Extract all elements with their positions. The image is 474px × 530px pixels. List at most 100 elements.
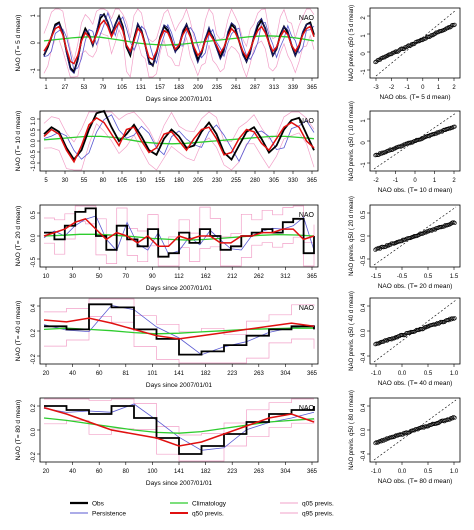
- y-tick-label: 0.0: [361, 233, 367, 242]
- x-tick-label: 141: [174, 469, 185, 475]
- one-to-one-line: [373, 299, 457, 363]
- qq-point: [434, 321, 439, 326]
- y-axis-title: NAO (T= 10 d mean): [15, 111, 22, 172]
- qq-point: [434, 131, 439, 136]
- x-axis-title: NAO obs. (T= 40 d mean): [378, 380, 453, 387]
- qq-point: [416, 232, 421, 237]
- climatology-line: [43, 135, 315, 145]
- x-tick-label: 365: [307, 371, 318, 377]
- qq-point: [380, 55, 385, 60]
- q50-line: [43, 317, 315, 340]
- qq-point: [400, 143, 405, 148]
- x-tick-label: 50: [96, 274, 103, 280]
- x-axis-title: NAO obs. (T= 80 d mean): [378, 478, 453, 485]
- qq-point: [442, 224, 447, 229]
- y-tick-label: -0.4: [361, 352, 367, 363]
- x-tick-label: 305: [269, 178, 280, 184]
- x-tick-label: 180: [174, 178, 185, 184]
- x-tick-label: 365: [307, 178, 318, 184]
- y-tick-label: 2: [361, 16, 367, 20]
- one-to-one-line: [375, 9, 457, 77]
- qq-point: [447, 25, 452, 30]
- qq-point: [452, 415, 457, 420]
- x-tick-label: 40: [69, 469, 76, 475]
- x-tick-label: 1.0: [450, 371, 459, 377]
- x-tick-label: -1: [405, 85, 411, 91]
- x-tick-label: 1.0: [450, 469, 459, 475]
- qq-point: [400, 237, 405, 242]
- x-tick-label: 230: [212, 178, 223, 184]
- y-tick-label: 0: [31, 40, 37, 44]
- x-tick-label: 70: [122, 274, 129, 280]
- x-tick-label: 304: [280, 371, 291, 377]
- x-tick-label: 313: [269, 85, 280, 91]
- x-tick-label: 1: [433, 178, 437, 184]
- x-tick-label: 339: [288, 85, 299, 91]
- q50-line: [43, 116, 315, 164]
- y-tick-label: 0.4: [361, 303, 367, 312]
- qq-point: [443, 128, 448, 133]
- y-axis-title: NAO previs. q50 ( 10 d mean): [349, 101, 355, 181]
- y-tick-label: -1.0: [31, 160, 37, 171]
- x-tick-label: 212: [227, 274, 238, 280]
- qq-frame: [369, 7, 461, 79]
- qq-point: [412, 428, 417, 433]
- x-tick-label: 20: [43, 469, 50, 475]
- x-tick-label: 60: [96, 371, 103, 377]
- qq-point: [407, 330, 412, 335]
- x-tick-label: 263: [254, 469, 265, 475]
- x-tick-label: 262: [254, 274, 265, 280]
- x-tick-label: 90: [149, 274, 156, 280]
- qq-point: [452, 22, 457, 27]
- qq-point: [395, 335, 400, 340]
- x-tick-label: 0.0: [398, 371, 407, 377]
- panel-label: NAO: [299, 212, 315, 219]
- x-tick-label: 112: [174, 274, 184, 280]
- y-tick-label: 0.4: [31, 303, 37, 312]
- y-axis-title: NAO (T= 80 d mean): [15, 400, 22, 461]
- persistence-line: [43, 11, 315, 71]
- y-axis-title: NAO (T= 20 d mean): [15, 206, 22, 267]
- x-tick-label: 0.5: [424, 274, 433, 280]
- x-axis-title: NAO obs. (T= 20 d mean): [378, 283, 453, 290]
- qq-point: [385, 243, 390, 248]
- x-tick-label: 287: [250, 85, 261, 91]
- x-tick-label: 55: [81, 178, 88, 184]
- y-tick-label: 0.5: [361, 210, 367, 219]
- y-tick-label: 0.5: [31, 127, 37, 136]
- qq-point: [416, 328, 421, 333]
- y-axis-title: NAO previs. q50 ( 20 d mean): [349, 196, 355, 276]
- x-tick-label: 209: [193, 85, 204, 91]
- x-axis-title: Days since 2007/01/01: [146, 480, 213, 487]
- x-tick-label: -1.0: [371, 469, 382, 475]
- obs-line: [44, 207, 315, 258]
- y-axis-title: NAO (T= 40 d mean): [15, 301, 22, 362]
- qq-point: [394, 49, 399, 54]
- x-tick-label: 205: [193, 178, 204, 184]
- x-tick-label: 157: [155, 85, 166, 91]
- x-tick-label: 261: [231, 85, 242, 91]
- y-tick-label: -0.2: [31, 451, 37, 462]
- qq-point: [443, 27, 448, 32]
- qq-point: [452, 316, 457, 321]
- panel-label: NAO: [299, 305, 315, 312]
- qq-point: [415, 39, 420, 44]
- y-tick-label: 0.0: [361, 328, 367, 337]
- q50-line: [43, 406, 315, 447]
- y-tick-label: -1: [361, 162, 367, 168]
- qq-point: [373, 247, 378, 252]
- x-tick-label: 2: [452, 178, 456, 184]
- y-axis-title: NAO previs. q50 ( 80 d mean): [349, 390, 355, 470]
- x-tick-label: -1.5: [371, 274, 382, 280]
- y-tick-label: -0.2: [31, 353, 37, 364]
- obs-line: [43, 109, 315, 162]
- x-tick-label: 30: [62, 178, 69, 184]
- qq-point: [428, 34, 433, 39]
- x-tick-label: 80: [122, 469, 129, 475]
- x-tick-label: 162: [201, 274, 212, 280]
- obs-line: [44, 405, 315, 455]
- q50-line: [43, 19, 315, 65]
- one-to-one-line: [373, 206, 457, 266]
- y-tick-label: 0.0: [31, 233, 37, 242]
- y-tick-label: -0.5: [31, 256, 37, 267]
